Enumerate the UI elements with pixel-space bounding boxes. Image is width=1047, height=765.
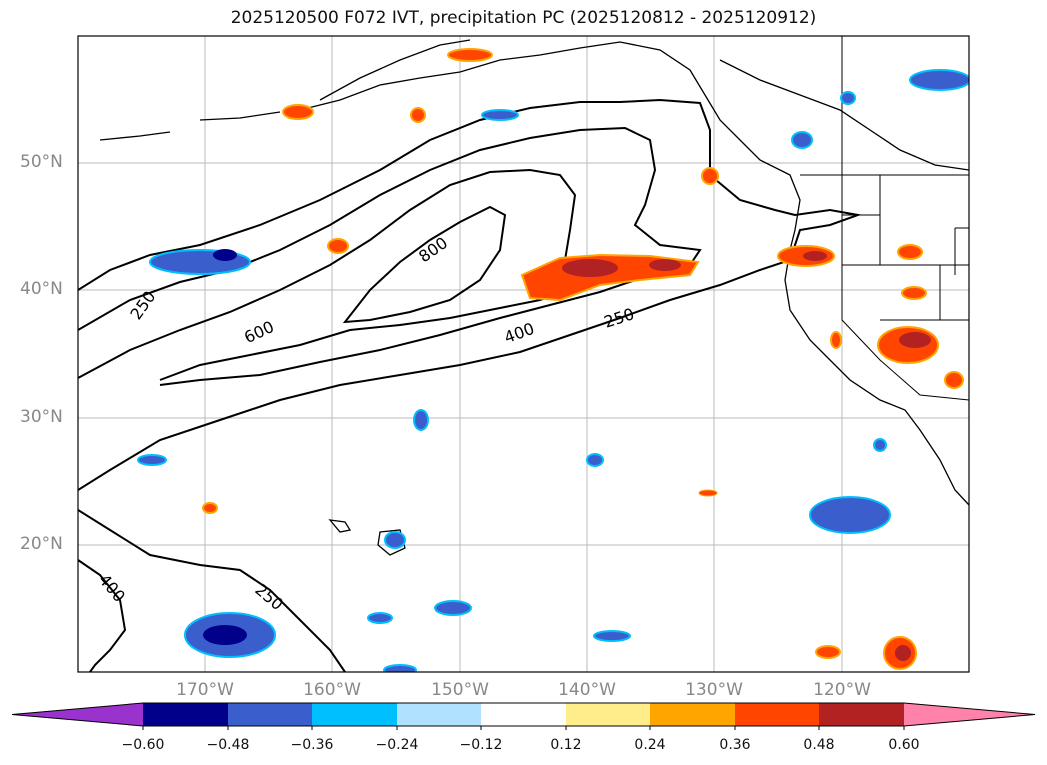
colorbar-tick-label: −0.12 <box>459 737 503 753</box>
lon-label: 150°W <box>431 680 489 700</box>
colorbar-tick-label: −0.60 <box>121 737 165 753</box>
colorbar-tick-label: −0.48 <box>206 737 250 753</box>
precip-negative <box>137 69 969 672</box>
lat-label: 40°N <box>20 279 63 299</box>
lon-label: 160°W <box>303 680 361 700</box>
colorbar-tick-label: −0.36 <box>290 737 334 753</box>
colorbar-segment <box>312 703 397 726</box>
coastlines <box>99 39 969 556</box>
lon-label: 170°W <box>176 680 234 700</box>
map-title: 2025120500 F072 IVT, precipitation PC (2… <box>230 8 817 28</box>
gridlines <box>78 36 969 672</box>
colorbar <box>11 702 1036 730</box>
colorbar-segment <box>650 703 735 726</box>
colorbar-segment <box>735 703 819 726</box>
lat-label: 50°N <box>20 152 63 172</box>
lat-label: 20°N <box>20 534 63 554</box>
colorbar-segment <box>397 703 481 726</box>
lon-label: 140°W <box>558 680 616 700</box>
map-area <box>78 36 969 672</box>
colorbar-segment <box>143 703 228 726</box>
ivt-contours <box>78 98 862 672</box>
precip-positive <box>202 48 964 670</box>
colorbar-tick-label: 0.48 <box>803 737 835 753</box>
colorbar-segment <box>12 703 143 726</box>
colorbar-segment <box>904 703 1035 726</box>
colorbar-segment <box>481 703 566 726</box>
colorbar-tick-label: 0.36 <box>719 737 751 753</box>
colorbar-segment <box>228 703 312 726</box>
colorbar-tick-label: −0.24 <box>375 737 419 753</box>
colorbar-tick-label: 0.60 <box>888 737 920 753</box>
borders <box>800 36 969 401</box>
colorbar-segment <box>566 703 650 726</box>
colorbar-tick-label: 0.12 <box>550 737 582 753</box>
map-frame <box>77 35 970 673</box>
colorbar-segment <box>819 703 904 726</box>
colorbar-tick-label: 0.24 <box>634 737 666 753</box>
lat-label: 30°N <box>20 407 63 427</box>
lon-label: 120°W <box>813 680 871 700</box>
lon-label: 130°W <box>685 680 743 700</box>
